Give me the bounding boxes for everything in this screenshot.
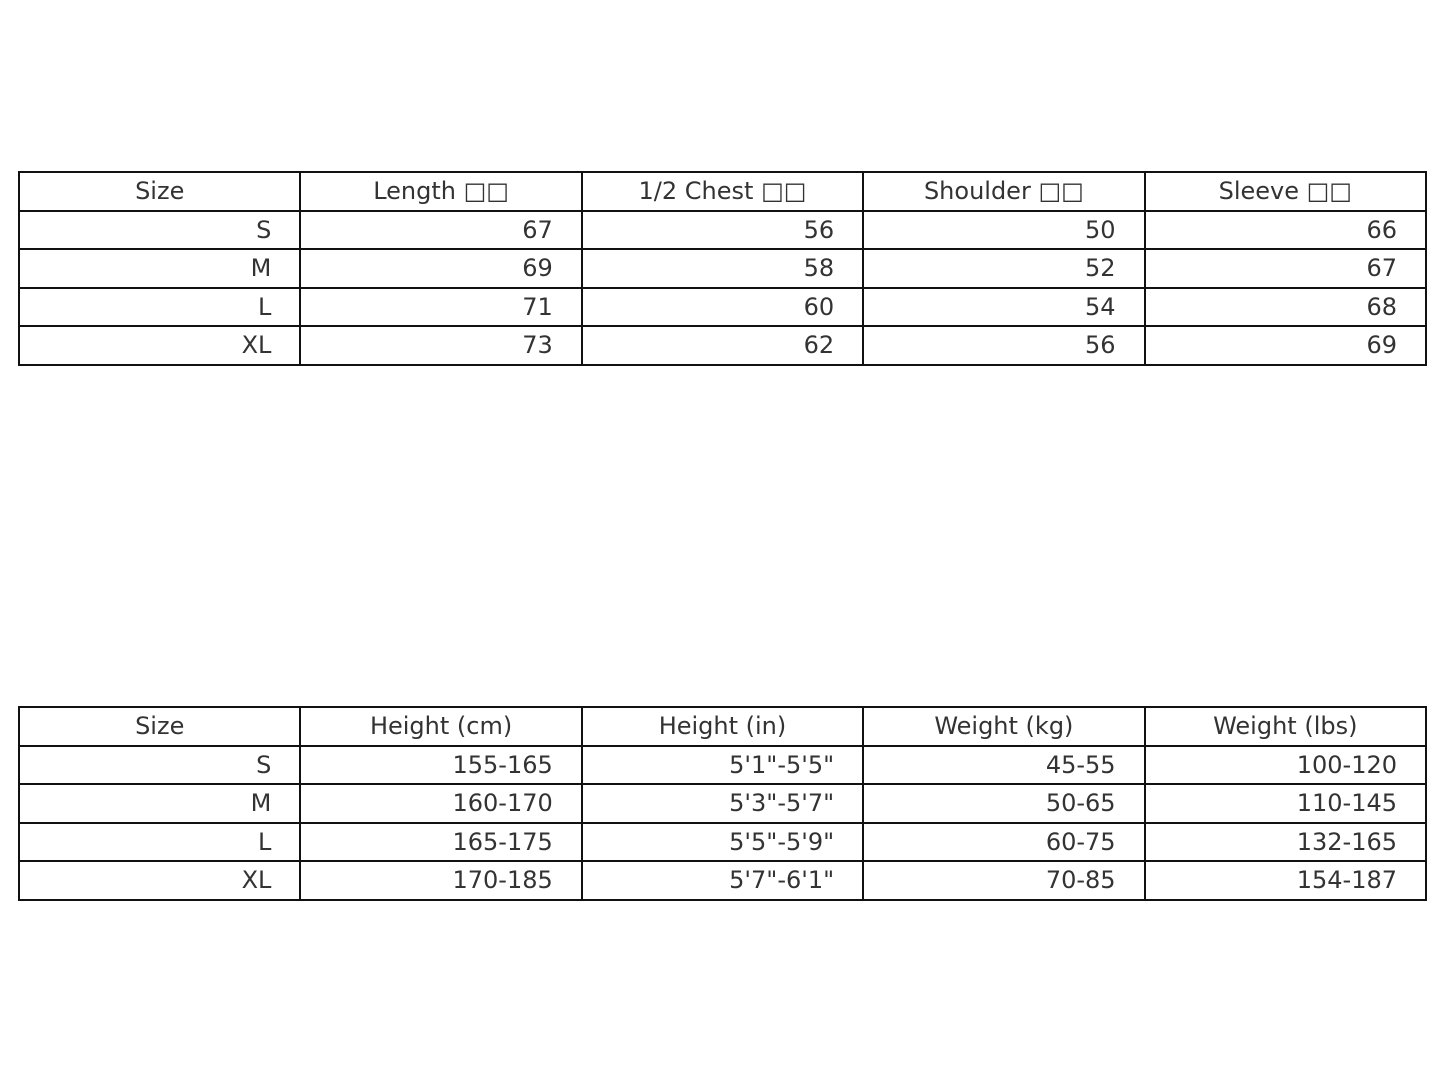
size-fit-table: Size Height (cm) Height (in) Weight (kg) Wei… — [17, 706, 1428, 901]
table-body: S 67 56 50 66 M 69 58 52 67 L 71 60 54 68 XL 73 62 56 69 — [17, 209, 1428, 366]
value-cell: 50-65 — [862, 783, 1146, 824]
value-cell: 5'5"-5'9" — [580, 821, 865, 862]
value-cell: 71 — [299, 286, 583, 327]
size-cell: XL — [17, 860, 302, 901]
column-header: Height (in) — [580, 706, 865, 747]
value-cell: 69 — [1143, 325, 1428, 366]
value-cell: 54 — [862, 286, 1146, 327]
value-cell: 68 — [1143, 286, 1428, 327]
value-cell: 67 — [1143, 248, 1428, 289]
size-cell: L — [17, 286, 302, 327]
value-cell: 58 — [580, 248, 865, 289]
size-cell: M — [17, 783, 302, 824]
value-cell: 60 — [580, 286, 865, 327]
value-cell: 73 — [299, 325, 583, 366]
table-row: XL 73 62 56 69 — [17, 325, 1428, 366]
size-cell: M — [17, 248, 302, 289]
size-cell: S — [17, 744, 302, 785]
value-cell: 70-85 — [862, 860, 1146, 901]
header-row: Size Height (cm) Height (in) Weight (kg) Wei… — [17, 706, 1428, 747]
table-row: L 71 60 54 68 — [17, 286, 1428, 327]
value-cell: 56 — [862, 325, 1146, 366]
size-cell: S — [17, 209, 302, 250]
value-cell: 5'1"-5'5" — [580, 744, 865, 785]
value-cell: 160-170 — [299, 783, 583, 824]
column-header: Length □□ — [299, 171, 583, 212]
value-cell: 155-165 — [299, 744, 583, 785]
column-header: Weight (kg) — [862, 706, 1146, 747]
value-cell: 110-145 — [1143, 783, 1428, 824]
size-cell: XL — [17, 325, 302, 366]
value-cell: 66 — [1143, 209, 1428, 250]
column-header: Height (cm) — [299, 706, 583, 747]
size-cell: L — [17, 821, 302, 862]
value-cell: 165-175 — [299, 821, 583, 862]
table-row: M 69 58 52 67 — [17, 248, 1428, 289]
value-cell: 132-165 — [1143, 821, 1428, 862]
value-cell: 62 — [580, 325, 865, 366]
value-cell: 56 — [580, 209, 865, 250]
column-header: Sleeve □□ — [1143, 171, 1428, 212]
value-cell: 50 — [862, 209, 1146, 250]
value-cell: 52 — [862, 248, 1146, 289]
garment-measurements-table: Size Length □□ 1/2 Chest □□ Shoulder □□ Slee… — [17, 171, 1428, 366]
header-row: Size Length □□ 1/2 Chest □□ Shoulder □□ Slee… — [17, 171, 1428, 212]
table-row: S 155-165 5'1"-5'5" 45-55 100-120 — [17, 744, 1428, 785]
value-cell: 67 — [299, 209, 583, 250]
value-cell: 45-55 — [862, 744, 1146, 785]
value-cell: 154-187 — [1143, 860, 1428, 901]
column-header: Weight (lbs) — [1143, 706, 1428, 747]
value-cell: 5'3"-5'7" — [580, 783, 865, 824]
column-header: Shoulder □□ — [862, 171, 1146, 212]
value-cell: 60-75 — [862, 821, 1146, 862]
table-row: XL 170-185 5'7"-6'1" 70-85 154-187 — [17, 860, 1428, 901]
table-row: L 165-175 5'5"-5'9" 60-75 132-165 — [17, 821, 1428, 862]
value-cell: 69 — [299, 248, 583, 289]
table-row: S 67 56 50 66 — [17, 209, 1428, 250]
column-header: Size — [17, 706, 302, 747]
value-cell: 5'7"-6'1" — [580, 860, 865, 901]
table-body: S 155-165 5'1"-5'5" 45-55 100-120 M 160-170 5'3… — [17, 744, 1428, 901]
column-header: Size — [17, 171, 302, 212]
column-header: 1/2 Chest □□ — [580, 171, 865, 212]
table-row: M 160-170 5'3"-5'7" 50-65 110-145 — [17, 783, 1428, 824]
value-cell: 100-120 — [1143, 744, 1428, 785]
value-cell: 170-185 — [299, 860, 583, 901]
